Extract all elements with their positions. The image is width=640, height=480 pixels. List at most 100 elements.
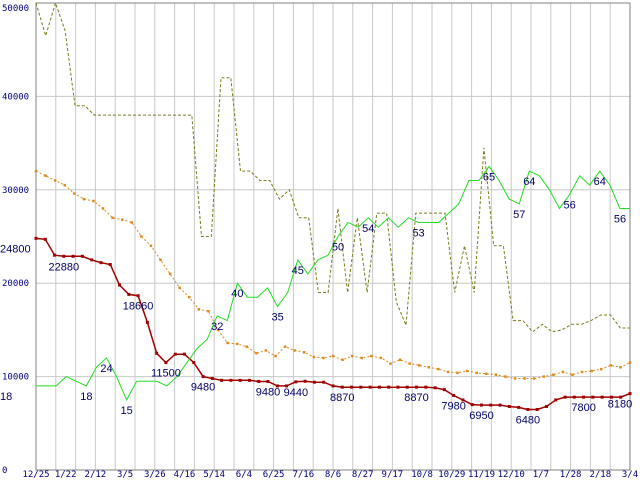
red-point	[628, 392, 632, 396]
green-data-label: 32	[211, 321, 223, 333]
orange-point	[427, 366, 431, 369]
orange-point	[360, 356, 363, 360]
orange-point	[130, 221, 134, 224]
red-point	[220, 378, 224, 382]
x-tick-label: 4/16	[174, 470, 196, 480]
olive-series-line	[35, 1, 630, 333]
data-labels: 24800 22880 18660 11500 9480 9480 9440 8870 8870…	[0, 171, 632, 426]
orange-series-line	[35, 170, 631, 379]
orange-point	[408, 362, 411, 365]
orange-point	[197, 308, 201, 311]
red-point	[405, 385, 409, 389]
grid-lines	[35, 2, 631, 471]
red-point	[164, 361, 168, 365]
orange-point	[446, 370, 450, 374]
red-point	[99, 261, 103, 265]
y-axis-ticks: 0 10000 20000 30000 40000 50000	[2, 4, 29, 476]
green-data-label: 64	[594, 176, 606, 188]
orange-point	[580, 370, 584, 374]
green-data-label: 40	[231, 288, 243, 300]
red-data-label: 8180	[608, 399, 632, 411]
y-tick-label: 10000	[2, 373, 29, 383]
orange-point	[571, 373, 574, 376]
red-data-label: 9440	[284, 387, 308, 399]
orange-point	[504, 375, 507, 378]
red-data-label: 22880	[49, 261, 80, 273]
y-tick-label: 0	[2, 466, 7, 476]
green-data-label: 50	[332, 242, 344, 254]
red-point	[285, 384, 289, 388]
orange-point	[168, 272, 172, 276]
y-tick-label: 30000	[2, 186, 29, 196]
orange-point	[235, 342, 239, 346]
orange-point	[274, 354, 277, 358]
x-tick-label: 8/6	[325, 470, 341, 480]
orange-point	[303, 351, 306, 354]
y-tick-label: 40000	[2, 92, 29, 102]
green-data-label: 15	[120, 405, 132, 417]
red-data-label: 18660	[123, 301, 154, 313]
green-series-line	[36, 165, 630, 402]
red-point	[71, 254, 75, 258]
red-point	[507, 404, 511, 408]
orange-point	[437, 367, 440, 371]
red-data-label: 7980	[441, 400, 465, 412]
red-point	[489, 403, 493, 407]
red-point	[582, 395, 586, 399]
green-data-label: 64	[523, 176, 535, 188]
red-point	[340, 385, 344, 389]
red-point	[210, 376, 214, 380]
x-tick-label: 7/16	[292, 470, 314, 480]
green-data-label: 54	[362, 223, 374, 235]
x-tick-label: 3/4	[622, 470, 638, 480]
green-data-label: 18	[0, 391, 12, 403]
orange-point	[370, 354, 373, 358]
green-data-label: 53	[412, 227, 424, 239]
orange-point	[322, 356, 325, 360]
orange-point	[494, 373, 498, 376]
orange-point	[609, 364, 613, 367]
orange-point	[465, 369, 469, 373]
orange-point	[44, 174, 47, 178]
red-point	[470, 403, 474, 407]
orange-point	[149, 244, 153, 248]
x-axis-ticks: 12/25 1/22 2/12 3/5 3/26 4/16 5/14 6/4 6/25 7/16 8…	[22, 470, 638, 480]
red-data-label: 8870	[330, 392, 354, 404]
orange-point	[73, 192, 76, 195]
orange-point	[34, 169, 38, 173]
orange-point	[245, 345, 249, 348]
orange-point	[140, 235, 143, 238]
red-point	[322, 380, 326, 384]
red-point	[43, 237, 47, 241]
red-data-label: 7800	[571, 402, 595, 414]
orange-point	[293, 349, 296, 352]
x-tick-label: 6/25	[263, 470, 285, 480]
orange-point	[101, 207, 105, 210]
orange-point	[312, 355, 316, 359]
red-point	[155, 351, 159, 355]
red-point	[127, 292, 131, 296]
orange-point	[561, 370, 565, 374]
red-point	[173, 352, 177, 356]
orange-point	[207, 309, 210, 313]
orange-point	[456, 371, 459, 375]
red-point	[312, 380, 316, 384]
red-point	[238, 378, 242, 382]
orange-point	[264, 349, 268, 352]
orange-point	[331, 354, 335, 358]
red-point	[359, 385, 363, 389]
red-point	[619, 395, 623, 399]
x-tick-label: 8/27	[352, 470, 374, 480]
red-data-label: 8870	[404, 392, 428, 404]
red-point	[201, 375, 205, 379]
red-point	[145, 320, 149, 324]
red-point	[136, 294, 140, 298]
red-point	[554, 398, 558, 402]
red-data-label: 24800	[0, 243, 31, 255]
red-point	[517, 405, 521, 409]
red-point	[452, 393, 456, 397]
red-point	[442, 388, 446, 392]
orange-point	[341, 358, 344, 362]
orange-point	[379, 356, 383, 360]
orange-point	[485, 372, 488, 376]
